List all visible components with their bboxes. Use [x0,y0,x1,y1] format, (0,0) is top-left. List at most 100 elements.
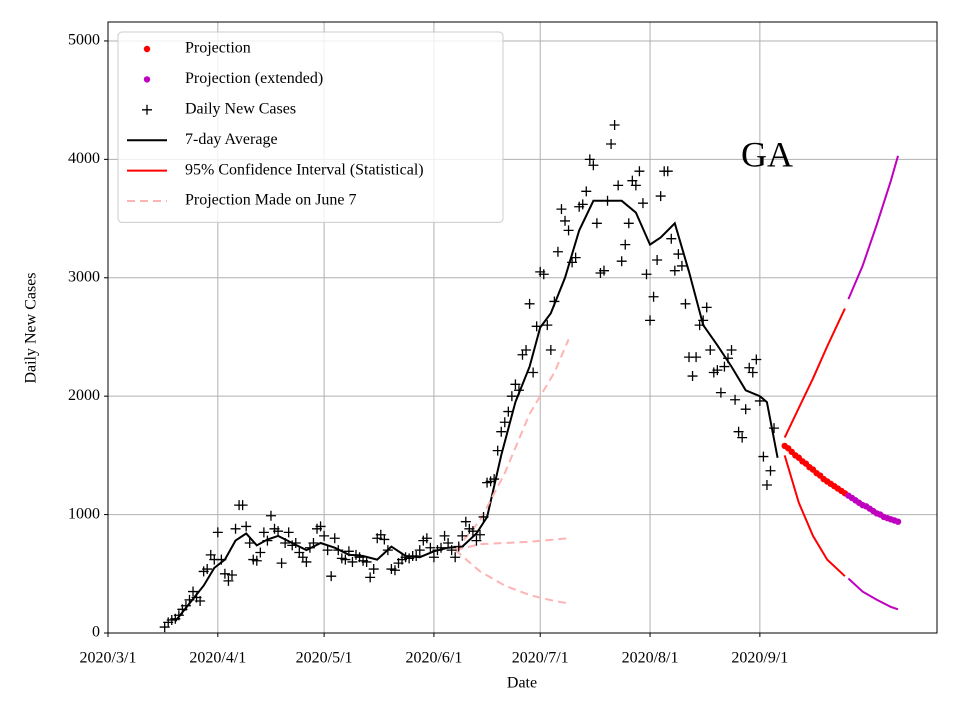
y-tick-label: 5000 [68,32,100,49]
legend-label: 7-day Average [185,131,278,148]
point [645,315,656,326]
point [478,511,489,522]
x-axis-label: Date [507,675,537,692]
point [634,166,645,177]
x-tick-label: 2020/3/1 [80,650,137,667]
point [489,474,500,485]
series-line [847,155,899,300]
point [453,541,464,552]
point [719,361,730,372]
point [758,451,769,462]
point [673,249,684,260]
series-line [454,549,569,605]
point [560,215,571,226]
point [195,596,206,607]
point [202,564,213,575]
x-tick-label: 2020/5/1 [296,650,353,667]
point [436,542,447,553]
point [499,417,510,428]
point [308,538,319,549]
point [715,387,726,398]
point [609,120,620,131]
point [460,516,471,527]
point [258,527,269,538]
point [613,180,624,191]
point [280,538,291,549]
point [769,423,780,434]
point [698,315,709,326]
point [655,191,666,202]
point [365,572,376,583]
point [368,564,379,575]
point [411,551,422,562]
point [262,535,273,546]
point [251,555,262,566]
point [680,298,691,309]
point [467,526,478,537]
x-tick-label: 2020/7/1 [512,650,569,667]
point [591,218,602,229]
point [648,291,659,302]
series-line [174,199,779,622]
legend-label: Projection (extended) [185,70,323,87]
point [241,521,252,532]
plot-area [159,120,902,633]
point [754,395,765,406]
point [496,426,507,437]
y-tick-label: 4000 [68,150,100,167]
point [276,558,287,569]
point [389,565,400,576]
point [538,269,549,280]
point [180,600,191,611]
point [425,542,436,553]
point [283,527,294,538]
point [722,353,733,364]
point [273,526,284,537]
point [737,432,748,443]
point [173,610,184,621]
point [414,545,425,556]
point [322,545,333,556]
point [637,198,648,209]
point [361,556,372,567]
point [747,367,758,378]
point [662,166,673,177]
point [492,445,503,456]
point [598,265,609,276]
point [712,365,723,376]
axes: 0 1000 2000 3000 4000 5000 2020/3/1 2020/4/1 202… [68,32,788,667]
point [733,426,744,437]
point [230,523,241,534]
point [382,545,393,556]
point [545,344,556,355]
point [641,269,652,280]
point [542,320,553,331]
legend-marker [143,76,151,83]
point [343,546,354,557]
point [326,571,337,582]
point [528,367,539,378]
point [581,186,592,197]
point [219,568,230,579]
point [669,265,680,276]
point [457,530,468,541]
point [421,533,432,544]
chart-title: GA [741,134,793,174]
point [474,529,485,540]
axes-frame [107,21,938,634]
point [290,538,301,549]
point [524,298,535,309]
point [726,344,737,355]
x-tick-label: 2020/4/1 [189,650,246,667]
legend-label: Daily New Cases [185,100,296,117]
point [510,379,521,390]
point [443,538,454,549]
point [606,138,617,149]
point [450,552,461,563]
legend-box [117,31,504,223]
point [226,569,237,580]
point [691,352,702,363]
point [666,233,677,244]
point [347,556,358,567]
point [687,371,698,382]
